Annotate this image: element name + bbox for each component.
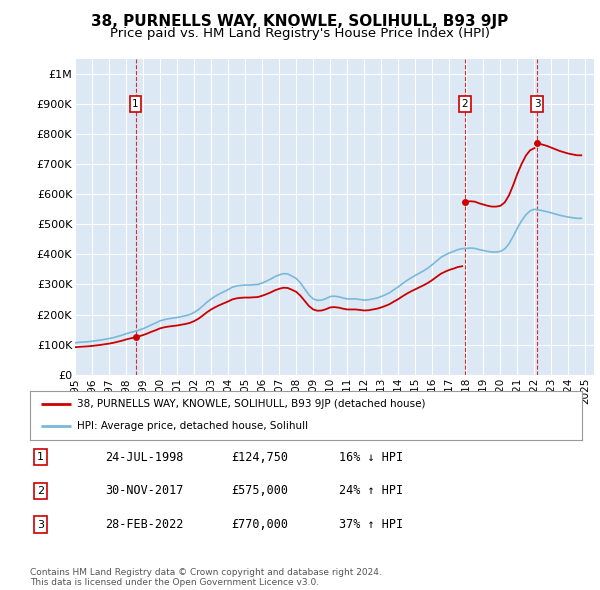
- Text: £770,000: £770,000: [231, 518, 288, 531]
- Text: 24% ↑ HPI: 24% ↑ HPI: [339, 484, 403, 497]
- Text: 2: 2: [462, 99, 469, 109]
- Text: 1: 1: [37, 453, 44, 462]
- Text: 28-FEB-2022: 28-FEB-2022: [105, 518, 184, 531]
- Text: 30-NOV-2017: 30-NOV-2017: [105, 484, 184, 497]
- Text: 16% ↓ HPI: 16% ↓ HPI: [339, 451, 403, 464]
- Text: 24-JUL-1998: 24-JUL-1998: [105, 451, 184, 464]
- Text: 2: 2: [37, 486, 44, 496]
- Text: Price paid vs. HM Land Registry's House Price Index (HPI): Price paid vs. HM Land Registry's House …: [110, 27, 490, 40]
- Text: £124,750: £124,750: [231, 451, 288, 464]
- Text: 37% ↑ HPI: 37% ↑ HPI: [339, 518, 403, 531]
- Text: 3: 3: [37, 520, 44, 529]
- Text: £575,000: £575,000: [231, 484, 288, 497]
- Text: Contains HM Land Registry data © Crown copyright and database right 2024.
This d: Contains HM Land Registry data © Crown c…: [30, 568, 382, 587]
- Text: HPI: Average price, detached house, Solihull: HPI: Average price, detached house, Soli…: [77, 421, 308, 431]
- Text: 1: 1: [132, 99, 139, 109]
- Text: 3: 3: [534, 99, 541, 109]
- Text: 38, PURNELLS WAY, KNOWLE, SOLIHULL, B93 9JP: 38, PURNELLS WAY, KNOWLE, SOLIHULL, B93 …: [91, 14, 509, 30]
- Text: 38, PURNELLS WAY, KNOWLE, SOLIHULL, B93 9JP (detached house): 38, PURNELLS WAY, KNOWLE, SOLIHULL, B93 …: [77, 399, 425, 409]
